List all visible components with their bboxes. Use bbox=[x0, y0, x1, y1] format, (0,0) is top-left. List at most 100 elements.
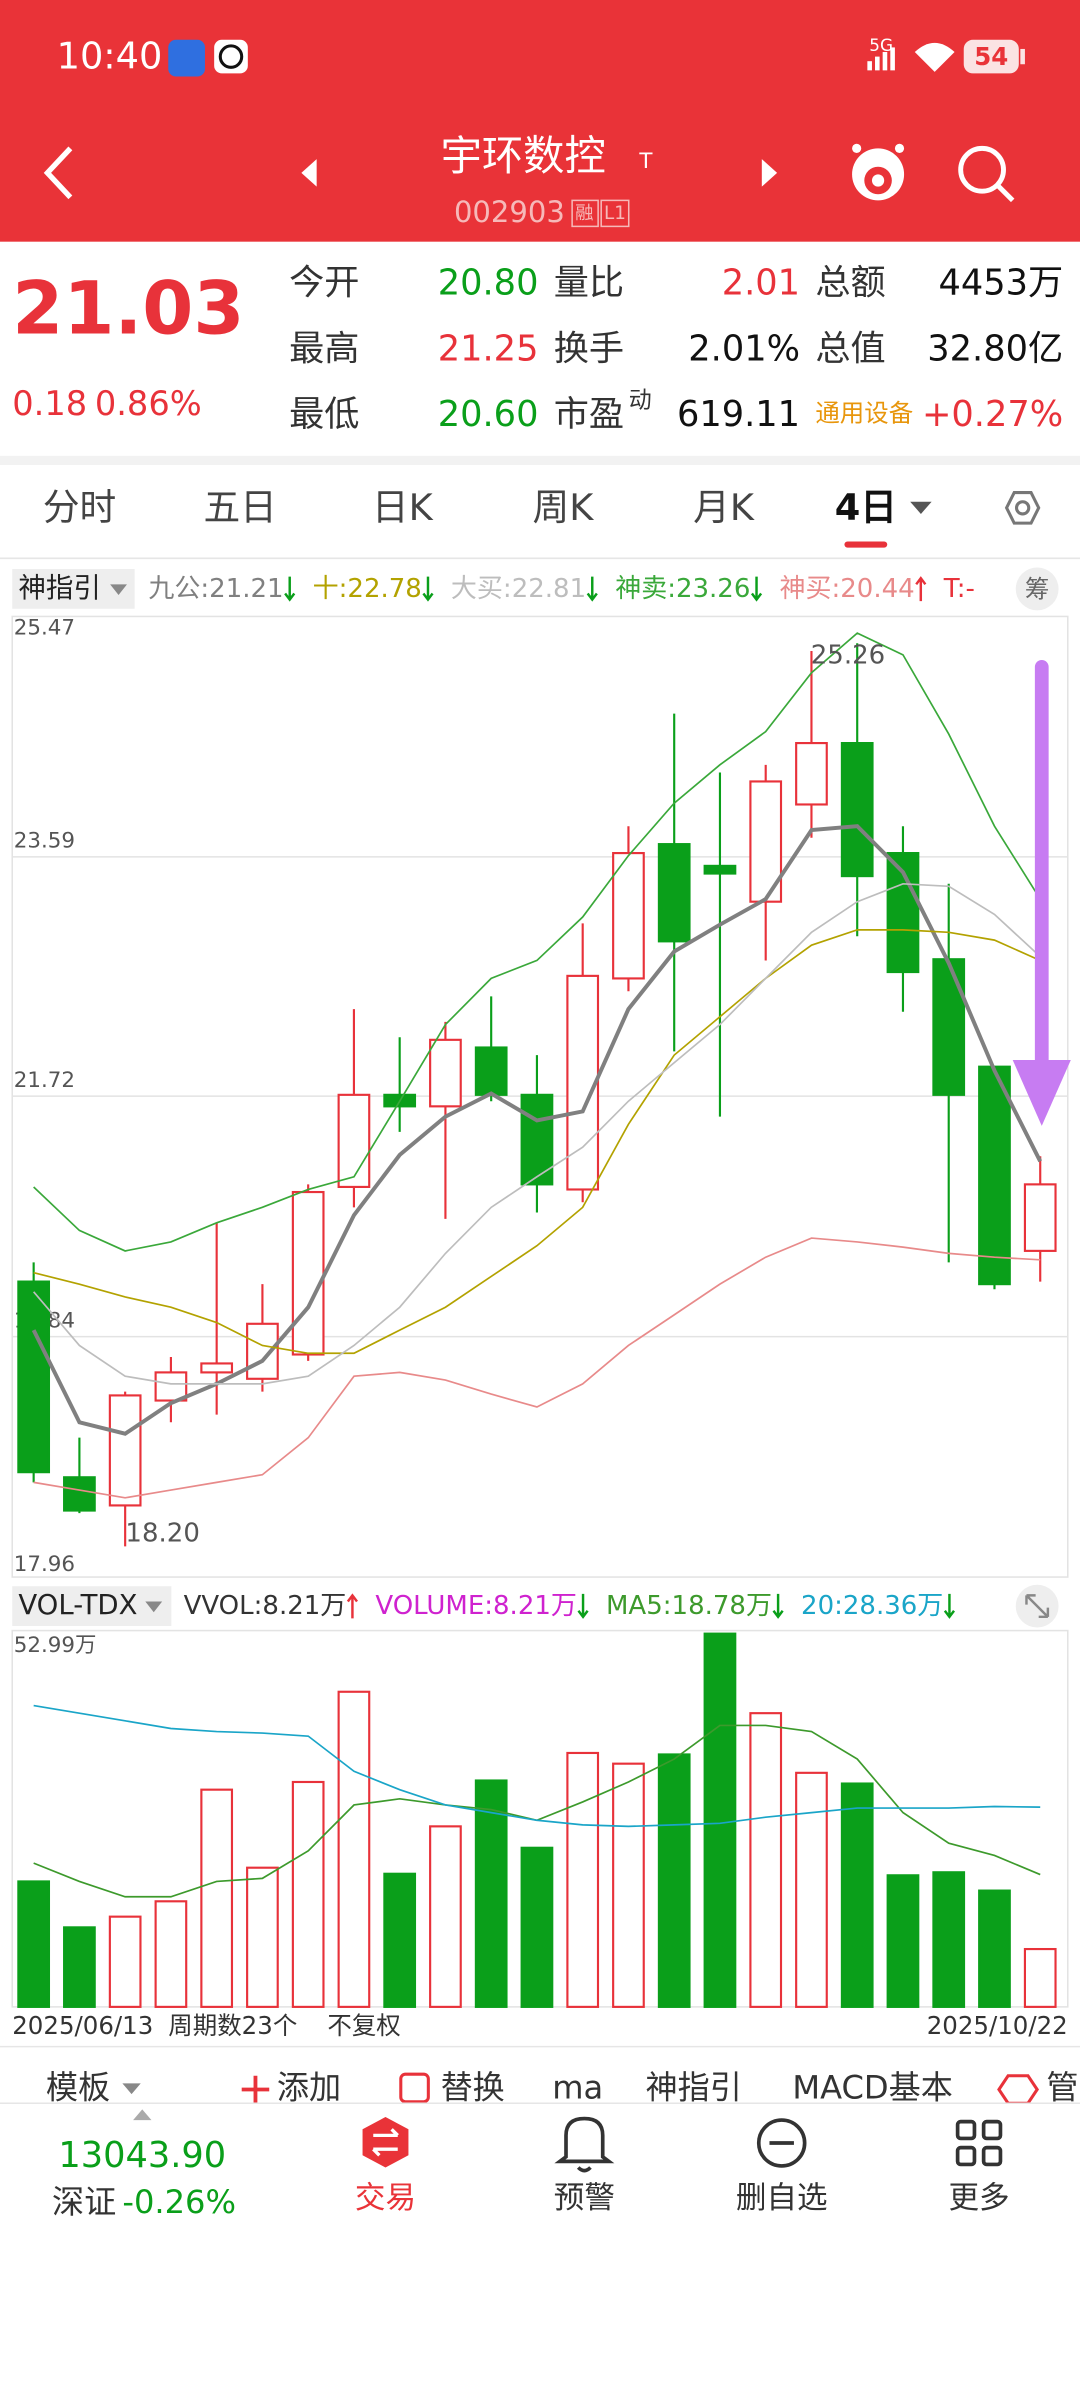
nav-item[interactable]: 删自选 bbox=[736, 2181, 828, 2216]
toolbar-item[interactable]: ma bbox=[552, 2068, 603, 2106]
y-tick-label: 52.99万 bbox=[14, 1633, 97, 1658]
price-change-pct: 0.86% bbox=[95, 384, 202, 423]
toolbar-item[interactable]: MACD基本 bbox=[792, 2068, 952, 2106]
nav-item[interactable]: 更多 bbox=[948, 2181, 1009, 2216]
legend-value: 8.21万 bbox=[493, 1591, 577, 1621]
legend-label: 九公: bbox=[148, 573, 209, 603]
candle-body bbox=[978, 1065, 1011, 1286]
field-label: 通用设备 bbox=[815, 399, 913, 428]
trend-arrow bbox=[577, 1593, 589, 1619]
field-value: 4453万 bbox=[938, 263, 1063, 304]
indicator-line bbox=[33, 929, 1041, 1355]
period-tab[interactable]: 周K bbox=[533, 486, 595, 529]
prev-stock[interactable] bbox=[301, 159, 317, 187]
period-tab[interactable]: 日K bbox=[372, 486, 434, 529]
period-tab[interactable]: 4日 bbox=[835, 486, 897, 529]
bottom-nav: 交易 预警 删自选 更多 bbox=[355, 2181, 1010, 2216]
volume-bar bbox=[429, 1825, 462, 2008]
legend-label: 20: bbox=[801, 1591, 843, 1621]
toolbar: 模板 添加 替换 ma 神指引 MACD基本 管 bbox=[46, 2068, 1079, 2106]
candle-body bbox=[1023, 1183, 1057, 1252]
index-value[interactable]: 13043.90 bbox=[58, 2135, 226, 2176]
indicator-line bbox=[31, 824, 1043, 1436]
wifi-icon bbox=[914, 42, 955, 72]
legend-value: 23.26 bbox=[676, 573, 750, 603]
trend-arrow bbox=[422, 576, 434, 602]
indicator-select[interactable] bbox=[12, 1586, 172, 1627]
badge-box bbox=[571, 199, 599, 228]
mascot-button[interactable] bbox=[852, 143, 905, 201]
candle-body bbox=[200, 1362, 234, 1374]
volume-bar bbox=[795, 1771, 828, 2008]
search-button[interactable] bbox=[958, 145, 1015, 203]
field-label: 总额 bbox=[815, 263, 885, 304]
price-change: 0.18 bbox=[12, 384, 87, 423]
indicator-name: 神指引 bbox=[18, 572, 101, 604]
volume-bar bbox=[291, 1780, 325, 2008]
toolbar-item[interactable]: 添加 bbox=[277, 2068, 341, 2106]
toolbar-item[interactable]: 模板 bbox=[46, 2068, 110, 2106]
status-network: 5G bbox=[869, 35, 893, 55]
volume-bar bbox=[566, 1751, 600, 2008]
stock-badge: T bbox=[638, 149, 653, 174]
volume-legend: VVOL:8.21万 VOLUME:8.21万 MA5:18.78万 20:28.36… bbox=[184, 1591, 956, 1621]
app-icon bbox=[168, 39, 205, 77]
toolbar-item[interactable]: 神指引 bbox=[646, 2068, 742, 2106]
candle-body bbox=[657, 843, 691, 943]
toolbar-item[interactable]: 替换 bbox=[441, 2068, 505, 2106]
next-stock[interactable] bbox=[761, 159, 778, 187]
trend-arrow bbox=[750, 576, 763, 602]
legend-value: 18.78万 bbox=[672, 1591, 772, 1621]
period-tabs: 分时 五日 日K 周K 月K 4日 bbox=[43, 486, 897, 548]
chip-button[interactable] bbox=[1015, 567, 1059, 611]
indicator-line bbox=[33, 1704, 1041, 1828]
legend-value: 21.21 bbox=[209, 573, 283, 603]
field-label: 总值 bbox=[815, 328, 885, 369]
signal-icon bbox=[867, 47, 895, 71]
status-time: 10:40 bbox=[57, 35, 163, 78]
volume-bar bbox=[886, 1874, 920, 2008]
candle-body bbox=[337, 1093, 371, 1188]
volume-bar bbox=[612, 1762, 645, 2008]
trend-arrow bbox=[915, 576, 927, 602]
back-button[interactable] bbox=[43, 146, 73, 200]
legend-item: T:- bbox=[943, 573, 975, 603]
legend-item: VVOL:8.21万 bbox=[184, 1591, 347, 1621]
field-label-sup: 动 bbox=[629, 387, 652, 413]
field-label: 市盈 bbox=[554, 394, 624, 435]
stock-code: 002903 bbox=[454, 195, 565, 229]
toolbar-item[interactable]: 管 bbox=[1046, 2068, 1078, 2106]
high-annotation: 25.26 bbox=[811, 641, 885, 671]
add-icon bbox=[241, 2075, 270, 2104]
dropdown-arrow bbox=[122, 2083, 141, 2095]
settings-button[interactable] bbox=[1004, 491, 1041, 525]
alert-icon bbox=[554, 2116, 615, 2173]
volume-bar bbox=[1023, 1947, 1057, 2008]
candle-body bbox=[291, 1190, 325, 1356]
volume-bar bbox=[840, 1782, 874, 2008]
nav-item[interactable]: 交易 bbox=[355, 2181, 416, 2216]
y-tick-label: 17.96 bbox=[14, 1552, 75, 1577]
legend-label: VVOL: bbox=[184, 1591, 263, 1621]
x-end-label: 2025/10/22 bbox=[927, 2011, 1068, 2040]
dropdown-arrow bbox=[110, 584, 127, 596]
adjust-mode: 不复权 bbox=[327, 2011, 400, 2040]
legend-item: MA5:18.78万 bbox=[606, 1591, 772, 1621]
x-start-label: 2025/06/13 bbox=[12, 2011, 153, 2040]
period-tab[interactable]: 五日 bbox=[203, 486, 276, 529]
legend-value: 8.21万 bbox=[262, 1591, 346, 1621]
candle-body bbox=[17, 1280, 51, 1474]
period-tab[interactable]: 月K bbox=[693, 486, 755, 529]
expand-icon bbox=[1025, 1594, 1050, 1619]
settings-button bbox=[1014, 500, 1031, 516]
field-label: 换手 bbox=[554, 328, 624, 369]
period-tab[interactable]: 分时 bbox=[43, 486, 116, 529]
nav-item[interactable]: 预警 bbox=[554, 2181, 615, 2216]
candle-body bbox=[795, 742, 828, 806]
candle-body bbox=[63, 1476, 96, 1512]
trend-arrow bbox=[772, 1593, 784, 1619]
battery-icon bbox=[963, 39, 1019, 74]
